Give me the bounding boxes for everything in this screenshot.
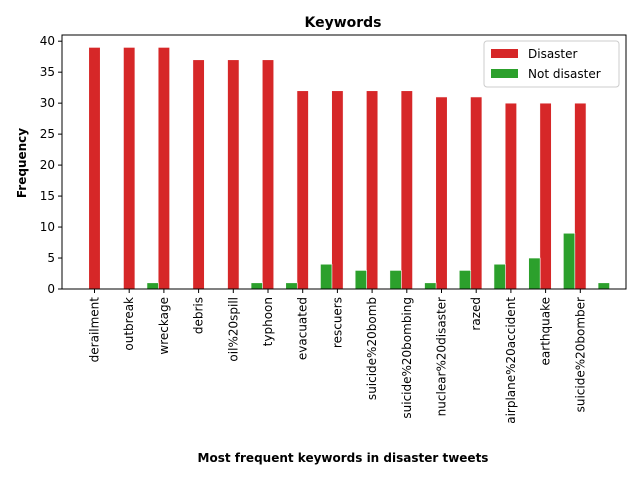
bar-disaster-outbreak <box>123 47 136 290</box>
chart-title: Keywords <box>304 15 381 31</box>
x-tick-label: typhoon <box>261 297 275 346</box>
bar-not-disaster-suicide%20bombing <box>424 282 437 290</box>
bar-not-disaster-rescuers <box>354 270 367 290</box>
x-tick-label: rescuers <box>330 297 344 348</box>
y-tick-label: 40 <box>40 34 55 48</box>
bar-disaster-suicide%20bomb <box>366 90 379 290</box>
x-axis-label: Most frequent keywords in disaster tweet… <box>198 451 489 465</box>
y-tick-label: 10 <box>40 220 55 234</box>
bar-disaster-wreckage <box>157 47 170 290</box>
bar-disaster-debris <box>192 59 205 290</box>
x-tick-label: debris <box>192 297 206 334</box>
x-tick-label: suicide%20bombing <box>400 297 414 419</box>
bar-not-disaster-typhoon <box>285 282 298 290</box>
legend: Disaster Not disaster <box>483 40 620 88</box>
bar-disaster-derailment <box>88 47 101 290</box>
y-tick-label: 5 <box>47 251 55 265</box>
bar-disaster-suicide%20bombing <box>400 90 413 290</box>
legend-swatch-not-disaster <box>491 69 518 78</box>
y-tick-label: 30 <box>40 96 55 110</box>
y-axis-label: Frequency <box>15 128 29 198</box>
y-tick-label: 20 <box>40 158 55 172</box>
bar-not-disaster-outbreak <box>146 282 159 290</box>
bar-not-disaster-oil%20spill <box>250 282 263 290</box>
x-tick-label: derailment <box>88 297 102 363</box>
bar-not-disaster-evacuated <box>320 263 333 290</box>
bar-disaster-oil%20spill <box>227 59 240 290</box>
x-tick-label: nuclear%20disaster <box>435 297 449 416</box>
plot-area <box>61 34 627 290</box>
plot-frame <box>61 34 627 290</box>
bar-not-disaster-earthquake <box>563 232 576 290</box>
x-tick-label: outbreak <box>122 297 136 351</box>
bar-disaster-suicide%20bomber <box>574 102 587 290</box>
bar-disaster-airplane%20accident <box>504 102 517 290</box>
y-axis: 0 5 10 15 20 25 30 35 40 <box>40 34 62 296</box>
y-tick-label: 35 <box>40 65 55 79</box>
bar-not-disaster-nuclear%20disaster <box>458 270 472 290</box>
bar-disaster-typhoon <box>261 59 275 290</box>
x-tick-label: earthquake <box>539 297 553 365</box>
bar-not-disaster-razed <box>493 263 506 290</box>
x-tick-label: suicide%20bomber <box>573 297 587 412</box>
x-tick-label: razed <box>469 297 483 331</box>
bar-disaster-razed <box>470 96 483 290</box>
bar-disaster-evacuated <box>296 90 309 290</box>
x-tick-label: suicide%20bomb <box>365 297 379 400</box>
bar-not-disaster-airplane%20accident <box>528 257 541 290</box>
y-tick-label: 15 <box>40 189 55 203</box>
legend-swatch-disaster <box>491 49 518 58</box>
y-tick-label: 0 <box>47 282 55 296</box>
bar-disaster-rescuers <box>331 90 344 290</box>
bar-disaster-earthquake <box>539 102 552 290</box>
y-tick-label: 25 <box>40 127 55 141</box>
x-tick-label: evacuated <box>296 297 310 360</box>
legend-label-not-disaster: Not disaster <box>528 67 601 81</box>
x-tick-label: wreckage <box>157 297 171 355</box>
x-axis: derailment outbreak wreckage debris oil%20sp… <box>88 289 587 424</box>
x-tick-label: oil%20spill <box>226 297 240 362</box>
bar-not-disaster-suicide%20bomb <box>389 270 402 290</box>
x-tick-label: airplane%20accident <box>504 297 518 424</box>
bar-not-disaster-suicide%20bomber <box>597 282 610 290</box>
bar-disaster-nuclear%20disaster <box>435 96 448 290</box>
legend-label-disaster: Disaster <box>528 47 578 61</box>
